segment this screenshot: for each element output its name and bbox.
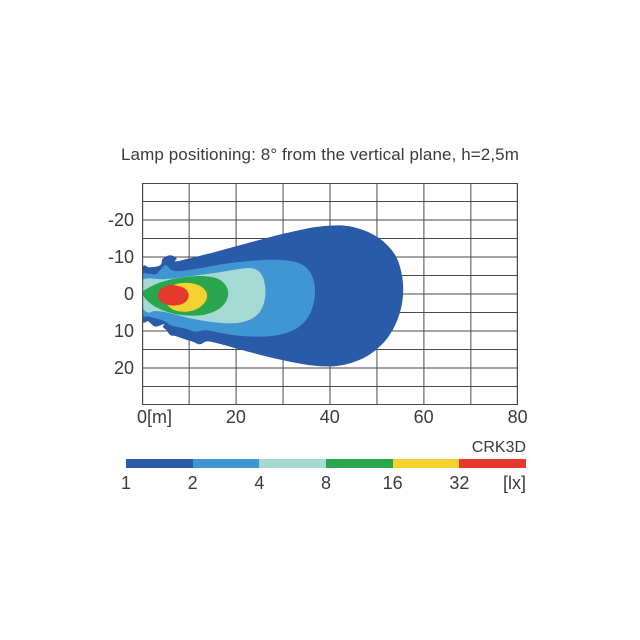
y-axis-label: 20 (113, 358, 134, 378)
legend-colorbar (126, 459, 527, 468)
legend-value-label: 4 (254, 473, 265, 493)
x-axis-label: 80 (507, 407, 528, 427)
isolux-plot (142, 183, 518, 405)
y-axis-label: -10 (107, 247, 134, 267)
legend-unit-label: [lx] (502, 473, 526, 493)
chart-title: Lamp positioning: 8° from the vertical p… (120, 145, 520, 164)
legend-value-label: 16 (382, 473, 403, 493)
legend-segment-16lx (392, 459, 460, 468)
x-axis-label: 0[m] (137, 407, 173, 427)
legend-segment-8lx (326, 459, 393, 468)
legend-segment-32lx (459, 459, 527, 468)
legend-segment-4lx (259, 459, 327, 468)
x-axis-label: 60 (413, 407, 434, 427)
legend-value-label: 8 (320, 473, 332, 493)
x-axis-label: 20 (225, 407, 246, 427)
legend-value-label: 2 (187, 473, 198, 493)
contour-32lx (158, 285, 189, 306)
y-axis-label: 10 (113, 321, 134, 341)
contour-layers (142, 225, 404, 367)
legend-segment-2lx (192, 459, 260, 468)
legend-value-label: 32 (449, 473, 470, 493)
y-axis-label: -20 (107, 210, 134, 230)
x-axis-label: 40 (319, 407, 340, 427)
y-axis-label: 0 (123, 284, 134, 304)
legend-series-name: CRK3D (471, 439, 526, 456)
legend-value-label: 1 (120, 473, 132, 493)
legend-segment-1lx (126, 459, 193, 468)
plot-border (142, 183, 518, 405)
